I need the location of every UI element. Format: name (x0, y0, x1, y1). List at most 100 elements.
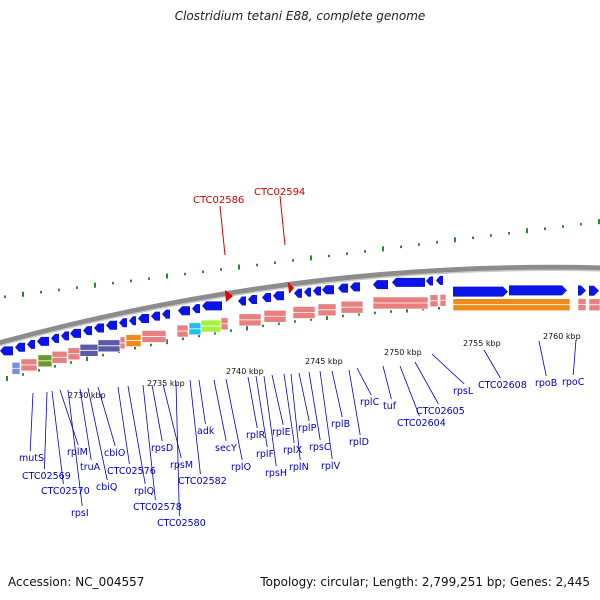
highlighted-genes[interactable]: CTC02586 CTC02594 (193, 187, 305, 302)
gene-label-rplv[interactable]: rplV (321, 461, 341, 472)
upper-tick (130, 279, 132, 283)
lower-tick (214, 332, 216, 335)
upper-tick (166, 273, 168, 279)
gene-label-rple[interactable]: rplE (272, 427, 291, 438)
gene-label-ctc02570[interactable]: CTC02570 (41, 486, 90, 497)
gene-label-cbiq[interactable]: cbiQ (96, 482, 117, 493)
gene-arrow (129, 316, 136, 326)
gene-label-secy[interactable]: secY (215, 443, 237, 454)
callout-line-ctc02582 (189, 379, 201, 475)
gene-label-rpsc[interactable]: rpsC (309, 442, 331, 453)
gene-label-ctc02604[interactable]: CTC02604 (397, 418, 446, 429)
upper-tick (58, 288, 60, 292)
callout-line-rple (271, 374, 284, 426)
lower-tick (38, 369, 40, 372)
gene-label-rplx[interactable]: rplX (283, 445, 303, 456)
map-title: Clostridium tetani E88, complete genome (174, 9, 426, 23)
gene-arrow (37, 336, 49, 346)
gene-arrow (322, 285, 334, 295)
callout-line-ctc02570 (51, 390, 64, 485)
scale-label-2755: 2755 kbp (463, 339, 501, 348)
callout-line-rplr (247, 376, 258, 429)
callout-line-rplo (225, 378, 243, 461)
callout-ctc02586 (219, 205, 226, 256)
gene-label-rpsd[interactable]: rpsD (151, 443, 173, 454)
gene-label-trua[interactable]: truA (80, 462, 101, 473)
callout-line-cbio (97, 386, 116, 447)
callout-line-rpld (348, 369, 361, 436)
lower-tick (246, 325, 248, 331)
gene-arrow (15, 342, 25, 352)
gene-label-ctc02582[interactable]: CTC02582 (178, 476, 227, 487)
gene-labels[interactable]: mutS CTC02569 CTC02570 rpsI rplM truA cbiQ cbiO… (19, 377, 585, 529)
gene-arrow (192, 304, 200, 314)
gene-arrow (436, 275, 443, 285)
gene-label-adk[interactable]: adk (197, 426, 215, 437)
gene-label-rplr[interactable]: rplR (246, 430, 266, 441)
accession-text: Accession: NC_004557 (8, 575, 145, 589)
gene-label-tuf[interactable]: tuf (383, 401, 397, 412)
scale-label-2750: 2750 kbp (384, 348, 422, 357)
lower-tick (6, 376, 8, 382)
gene-label-rpob[interactable]: rpoB (535, 378, 557, 389)
gene-label-ctc02578[interactable]: CTC02578 (133, 502, 182, 513)
gene-arrow (61, 331, 69, 341)
upper-tick (490, 234, 492, 237)
gene-arrow (392, 277, 425, 287)
gene-label-rplq[interactable]: rplQ (134, 486, 154, 497)
gene-label-ctc02576[interactable]: CTC02576 (107, 466, 156, 477)
lower-tick (166, 339, 168, 345)
callout-line-rplp (298, 372, 310, 422)
highlight-marker-ctc02586 (225, 290, 233, 302)
gene-label-rplm[interactable]: rplM (67, 447, 88, 458)
gene-label-rpsh[interactable]: rpsH (265, 468, 287, 479)
callout-line-rpsd (151, 384, 163, 442)
gene-label-cbio[interactable]: cbiO (104, 448, 125, 459)
upper-tick (292, 259, 294, 262)
gene-label-rplp[interactable]: rplP (298, 423, 317, 434)
lower-tick (326, 314, 328, 320)
gene-label-ctc02605[interactable]: CTC02605 (416, 406, 465, 417)
gene-features[interactable] (0, 275, 600, 375)
gene-label-rpsm[interactable]: rpsM (170, 460, 193, 471)
gene-label-rplo[interactable]: rplO (231, 462, 251, 473)
gene-label-rplf[interactable]: rplF (256, 449, 274, 460)
gene-arrow (151, 311, 160, 321)
upper-tick (22, 291, 24, 297)
callout-line-rpsc (308, 371, 321, 441)
gene-label-rpln[interactable]: rplN (289, 462, 309, 473)
callout-line-ctc02604 (399, 365, 420, 417)
gene-label-muts[interactable]: mutS (19, 453, 44, 464)
gene-label-ctc02580[interactable]: CTC02580 (157, 518, 206, 529)
upper-tick (202, 270, 204, 274)
upper-tick (508, 231, 510, 235)
callout-line-rpsm (162, 383, 182, 459)
gene-label-rplb[interactable]: rplB (331, 419, 350, 430)
gene-label-rplc[interactable]: rplC (360, 397, 380, 408)
callout-line-secy (213, 379, 227, 442)
lower-tick (310, 318, 312, 321)
upper-tick (94, 282, 96, 288)
highlight-label-ctc02594: CTC02594 (254, 187, 305, 198)
callout-line-ctc02580 (175, 382, 180, 517)
gene-arrow-forward (578, 285, 586, 296)
upper-tick (562, 225, 564, 228)
gene-arrow (51, 333, 59, 343)
gene-label-rpsi[interactable]: rpsI (71, 508, 89, 519)
gene-arrow (273, 291, 284, 301)
gene-label-ctc02569[interactable]: CTC02569 (22, 471, 71, 482)
gene-label-rpsl[interactable]: rpsL (453, 386, 474, 397)
gene-label-rpld[interactable]: rplD (349, 437, 369, 448)
gene-arrow-forward (453, 286, 508, 297)
gene-label-ctc02608[interactable]: CTC02608 (478, 380, 527, 391)
callout-line-ctc02578 (142, 384, 156, 501)
genome-backbone-shade (0, 269, 600, 347)
callout-line-rplv (319, 370, 333, 460)
highlight-label-ctc02586: CTC02586 (193, 195, 244, 206)
upper-tick (598, 219, 600, 225)
callout-line-tuf (382, 365, 392, 400)
gene-arrow (350, 282, 360, 292)
gene-label-rpoc[interactable]: rpoC (562, 377, 585, 388)
gene-arrow (162, 309, 170, 319)
